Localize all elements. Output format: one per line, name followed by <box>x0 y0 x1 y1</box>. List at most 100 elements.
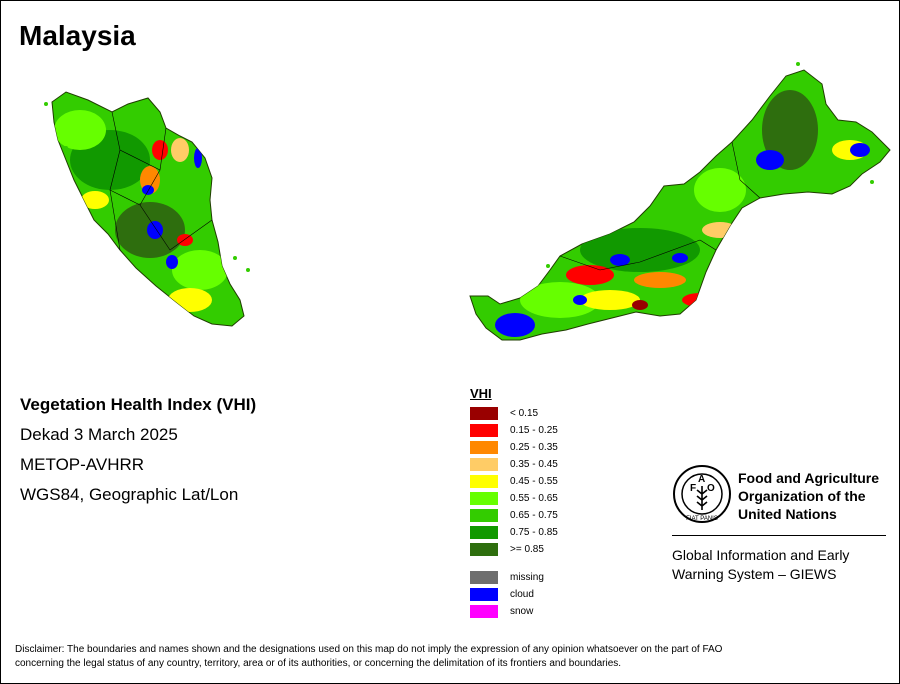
giews-name: Global Information and Early Warning Sys… <box>672 546 849 584</box>
borneo-red-patch <box>566 265 614 285</box>
giews-name-line: Global Information and Early <box>672 547 850 563</box>
giews-name-line: Warning System – GIEWS <box>672 566 837 582</box>
borneo-dark-green-patch <box>762 90 818 170</box>
legend-item: 0.25 - 0.35 <box>470 439 558 456</box>
legend-swatch <box>470 588 498 601</box>
peninsula-red-patch <box>152 140 168 160</box>
island <box>246 268 250 272</box>
legend-item: 0.45 - 0.55 <box>470 473 558 490</box>
borneo-cloud-patch <box>850 143 870 157</box>
fao-logo: F A O FIAT PANIS <box>673 465 731 523</box>
legend-label: snow <box>510 606 534 617</box>
peninsula-red-patch <box>177 234 193 246</box>
svg-text:O: O <box>707 483 715 494</box>
legend-label: < 0.15 <box>510 408 539 419</box>
legend-item: < 0.15 <box>470 405 558 422</box>
projection: WGS84, Geographic Lat/Lon <box>20 485 239 504</box>
legend-label: >= 0.85 <box>510 544 544 555</box>
legend-swatch <box>470 543 498 556</box>
vhi-legend: VHI < 0.15 0.15 - 0.25 0.25 - 0.35 0.35 … <box>470 386 558 620</box>
borneo-cloud-patch <box>573 295 587 305</box>
peninsula-cloud-patch <box>147 221 163 239</box>
legend-item: 0.55 - 0.65 <box>470 490 558 507</box>
organization-name-line: United Nations <box>738 506 837 522</box>
legend-gap <box>470 558 558 569</box>
island <box>796 62 800 66</box>
legend-item: >= 0.85 <box>470 541 558 558</box>
map-info: Vegetation Health Index (VHI) Dekad 3 Ma… <box>20 390 256 510</box>
borneo-cloud-patch <box>672 253 688 263</box>
disclaimer: Disclaimer: The boundaries and names sho… <box>15 643 887 671</box>
legend-swatch <box>470 441 498 454</box>
peninsula-cream-patch <box>171 138 189 162</box>
organization-name: Food and Agriculture Organization of the… <box>738 469 879 523</box>
disclaimer-line: concerning the legal status of any count… <box>15 658 622 669</box>
peninsula-yellow-patch <box>168 288 212 312</box>
legend-label: 0.35 - 0.45 <box>510 459 558 470</box>
peninsula-cloud-patch <box>194 148 202 168</box>
island <box>44 102 48 106</box>
legend-swatch <box>470 492 498 505</box>
borneo-red-patch <box>632 300 648 310</box>
map-title: Malaysia <box>19 20 136 51</box>
legend-item: 0.35 - 0.45 <box>470 456 558 473</box>
svg-text:A: A <box>698 474 705 485</box>
legend-label: missing <box>510 572 544 583</box>
legend-label: 0.55 - 0.65 <box>510 493 558 504</box>
index-name: Vegetation Health Index (VHI) <box>20 395 257 414</box>
borneo-cloud-patch <box>610 254 630 266</box>
legend-swatch <box>470 605 498 618</box>
divider <box>672 535 886 536</box>
peninsular-malaysia <box>44 91 250 327</box>
period: Dekad 3 March 2025 <box>20 425 178 444</box>
peninsula-light-green-patch <box>172 250 228 290</box>
legend-item: 0.75 - 0.85 <box>470 524 558 541</box>
borneo-red-patch <box>682 293 718 307</box>
borneo-light-green-patch <box>520 282 600 318</box>
east-malaysia <box>469 62 891 341</box>
organization-name-line: Food and Agriculture <box>738 470 880 486</box>
borneo-dark-green-patch <box>580 228 700 272</box>
legend-title: VHI <box>470 386 492 401</box>
legend-swatch <box>470 571 498 584</box>
borneo-light-green-patch <box>694 168 746 212</box>
disclaimer-line: Disclaimer: The boundaries and names sho… <box>15 644 723 655</box>
island <box>64 146 68 150</box>
state-boundary <box>559 141 761 271</box>
island <box>546 264 550 268</box>
legend-label: 0.65 - 0.75 <box>510 510 558 521</box>
island <box>870 180 874 184</box>
legend-label: 0.25 - 0.35 <box>510 442 558 453</box>
legend-label: cloud <box>510 589 534 600</box>
legend-item-other: missing <box>470 569 558 586</box>
borneo-cloud-patch <box>495 313 535 337</box>
borneo-yellow-patch <box>580 290 640 310</box>
legend-swatch <box>470 475 498 488</box>
svg-text:F: F <box>690 483 696 494</box>
legend-label: 0.45 - 0.55 <box>510 476 558 487</box>
borneo-orange-patch <box>634 272 686 288</box>
legend-swatch <box>470 407 498 420</box>
legend-item-other: cloud <box>470 586 558 603</box>
peninsula-cloud-patch <box>166 255 178 269</box>
sensor: METOP-AVHRR <box>20 455 145 474</box>
legend-item: 0.15 - 0.25 <box>470 422 558 439</box>
peninsula-light-green-patch <box>54 110 106 150</box>
legend-swatch <box>470 509 498 522</box>
legend-label: 0.75 - 0.85 <box>510 527 558 538</box>
legend-label: 0.15 - 0.25 <box>510 425 558 436</box>
organization-name-line: Organization of the <box>738 488 866 504</box>
borneo-cream-patch <box>702 222 738 238</box>
state-boundary <box>109 111 213 251</box>
borneo-cloud-patch <box>756 150 784 170</box>
legend-item-other: snow <box>470 603 558 620</box>
peninsula-cloud-patch <box>142 185 154 195</box>
legend-swatch <box>470 458 498 471</box>
island <box>233 256 237 260</box>
peninsula-yellow-patch <box>81 191 109 209</box>
legend-swatch <box>470 526 498 539</box>
legend-swatch <box>470 424 498 437</box>
legend-item: 0.65 - 0.75 <box>470 507 558 524</box>
fao-logo-motto: FIAT PANIS <box>686 516 718 522</box>
